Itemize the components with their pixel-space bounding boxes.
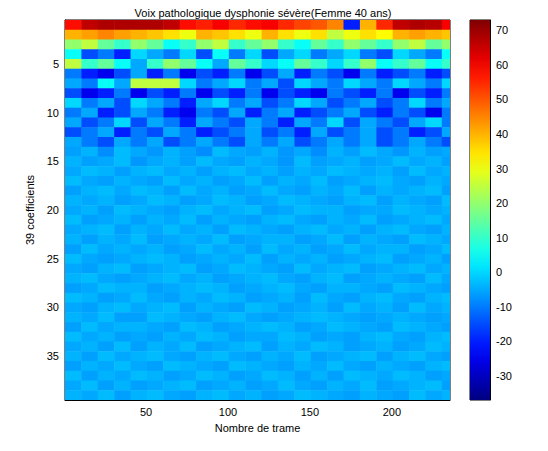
svg-text:70: 70	[496, 24, 508, 36]
svg-text:30: 30	[47, 301, 59, 313]
svg-text:35: 35	[47, 350, 59, 362]
svg-text:15: 15	[47, 155, 59, 167]
svg-text:150: 150	[301, 406, 319, 418]
svg-text:-10: -10	[496, 301, 512, 313]
svg-text:100: 100	[219, 406, 237, 418]
svg-text:40: 40	[496, 128, 508, 140]
svg-text:50: 50	[140, 406, 152, 418]
svg-text:25: 25	[47, 253, 59, 265]
svg-text:20: 20	[496, 197, 508, 209]
svg-text:Voix pathologique dysphonie sé: Voix pathologique dysphonie sévère(Femme…	[135, 7, 392, 19]
svg-text:5: 5	[53, 58, 59, 70]
svg-text:20: 20	[47, 204, 59, 216]
svg-text:0: 0	[496, 266, 502, 278]
svg-text:60: 60	[496, 59, 508, 71]
svg-text:-30: -30	[496, 370, 512, 382]
svg-text:39 coefficients: 39 coefficients	[24, 174, 36, 245]
svg-text:10: 10	[47, 107, 59, 119]
svg-text:-20: -20	[496, 335, 512, 347]
svg-text:200: 200	[383, 406, 401, 418]
svg-text:50: 50	[496, 93, 508, 105]
svg-text:10: 10	[496, 232, 508, 244]
svg-text:30: 30	[496, 163, 508, 175]
svg-text:Nombre de trame: Nombre de trame	[215, 422, 301, 434]
